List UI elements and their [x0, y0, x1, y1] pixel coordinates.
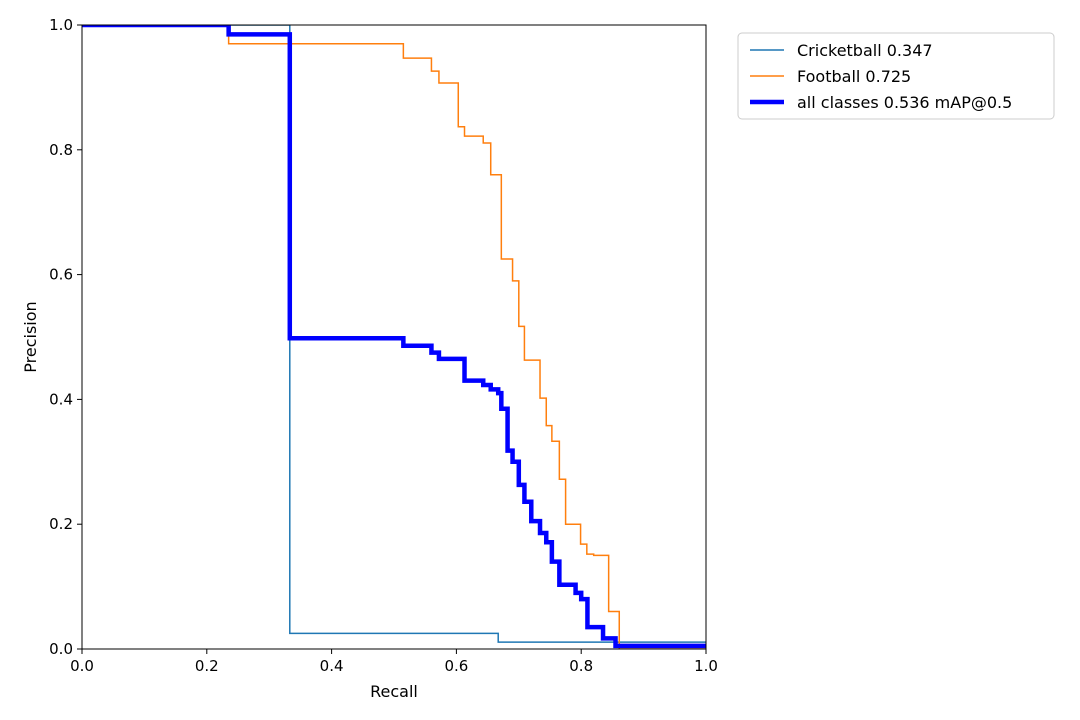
y-tick-label: 0.2 [49, 515, 73, 533]
legend-box [737, 32, 1055, 120]
x-tick-label: 1.0 [694, 657, 718, 675]
legend: Cricketball 0.347 Football 0.725 all cla… [737, 32, 1055, 120]
y-axis-label: Precision [21, 301, 40, 372]
y-tick-label: 0.0 [49, 640, 73, 658]
series-line-1 [82, 25, 706, 649]
series-layer [82, 25, 706, 649]
series-line-0 [82, 25, 706, 643]
x-tick-label: 0.2 [195, 657, 219, 675]
plot-frame [81, 24, 707, 650]
x-tick-label: 0.0 [70, 657, 94, 675]
y-tick-label: 0.6 [49, 266, 73, 284]
x-axis: 0.0 0.2 0.4 0.6 0.8 1.0 [70, 649, 718, 675]
legend-label-all-classes: all classes 0.536 mAP@0.5 [797, 93, 1012, 112]
y-tick-label: 1.0 [49, 16, 73, 34]
plot-area [81, 24, 707, 650]
series-line-2 [82, 25, 706, 649]
x-tick-label: 0.4 [320, 657, 344, 675]
y-tick-label: 0.4 [49, 390, 73, 408]
legend-label-cricketball: Cricketball 0.347 [797, 41, 933, 60]
x-tick-label: 0.6 [444, 657, 468, 675]
legend-label-football: Football 0.725 [797, 67, 911, 86]
x-axis-label: Recall [370, 682, 418, 701]
x-tick-label: 0.8 [569, 657, 593, 675]
y-tick-label: 0.8 [49, 141, 73, 159]
y-axis: 0.0 0.2 0.4 0.6 0.8 1.0 [49, 16, 82, 658]
